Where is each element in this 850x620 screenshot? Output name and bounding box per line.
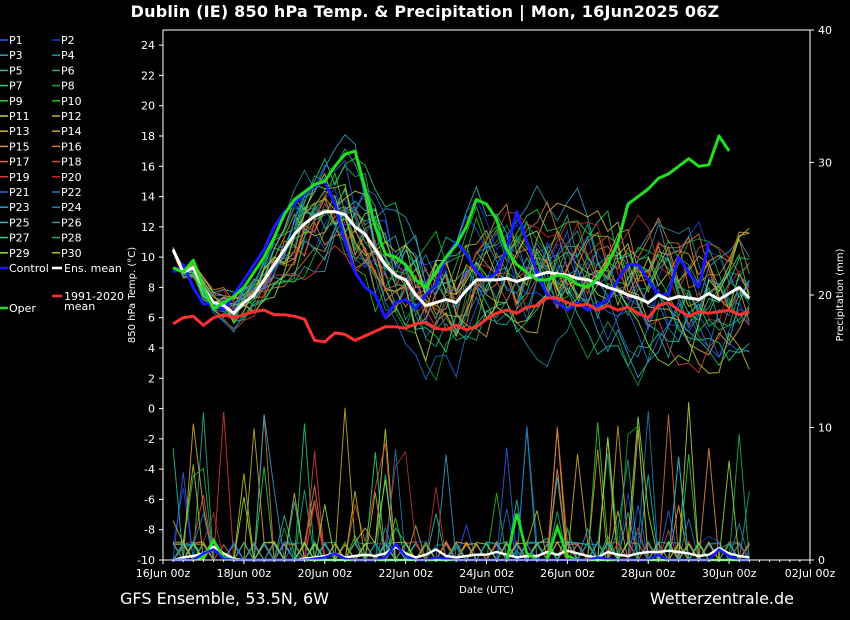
x-tick-label: 16Jun 00z [136,567,191,580]
legend-label-climate-mean-2: mean [64,300,95,313]
legend-label-p26: P26 [61,216,82,229]
legend-label-oper: Oper [9,302,36,315]
y2-tick-label: 0 [818,554,825,567]
y-tick-label: 24 [141,39,155,52]
legend-label-p10: P10 [61,95,82,108]
y2-tick-label: 20 [818,289,832,302]
member-line-p4 [172,169,750,368]
legend-label-p18: P18 [61,156,82,169]
y-tick-label: -6 [144,493,155,506]
precipitation-lines [172,401,750,562]
y2-axis-label: Precipitation (mm) [835,248,846,341]
member-line-p29 [172,183,750,367]
chart-title: Dublin (IE) 850 hPa Temp. & Precipitatio… [130,2,720,21]
x-tick-label: 24Jun 00z [459,567,514,580]
y-tick-label: 22 [141,69,155,82]
legend-label-p15: P15 [9,140,30,153]
legend: P1 P2 P3 P4 P5 P6 P7 P8 P9 P10 P11 P12 P13 P14 P15 P16 P… [0,34,124,315]
legend-label-p24: P24 [61,201,82,214]
y-tick-label: 2 [148,372,155,385]
legend-label-control: Control [9,262,49,275]
legend-label-p7: P7 [9,80,23,93]
x-tick-label: 20Jun 00z [298,567,353,580]
member-line-p22 [172,220,750,381]
y-tick-label: -8 [144,524,155,537]
legend-label-p23: P23 [9,201,30,214]
legend-label-p13: P13 [9,125,30,138]
member-line-p30 [172,198,750,374]
legend-label-p12: P12 [61,110,82,123]
legend-label-p6: P6 [61,64,75,77]
legend-label-p16: P16 [61,140,82,153]
y-tick-label: 20 [141,100,155,113]
x-tick-label: 28Jun 00z [621,567,676,580]
y-tick-label: -10 [137,554,155,567]
source-credit: Wetterzentrale.de [649,589,794,608]
legend-label-p8: P8 [61,80,75,93]
y-tick-label: 12 [141,221,155,234]
series-line-oper [172,134,731,311]
axes: -10-8-6-4-202468101214161820222401020304… [127,24,846,596]
legend-label-ens-mean: Ens. mean [64,262,122,275]
x-tick-label: 22Jun 00z [378,567,433,580]
legend-label-p21: P21 [9,186,30,199]
y-tick-label: 16 [141,160,155,173]
highlight-series [171,134,751,344]
legend-label-p3: P3 [9,49,23,62]
x-tick-label: 26Jun 00z [540,567,595,580]
series-line-1991-2020-mean [172,296,750,344]
legend-label-p30: P30 [61,247,82,260]
legend-label-p11: P11 [9,110,30,123]
x-axis-label: Date (UTC) [459,585,514,596]
legend-label-p28: P28 [61,232,82,245]
legend-label-p17: P17 [9,156,30,169]
legend-label-p29: P29 [9,247,30,260]
y-tick-label: -2 [144,433,155,446]
y-tick-label: 18 [141,130,155,143]
y-tick-label: 10 [141,251,155,264]
x-tick-label: 30Jun 00z [702,567,757,580]
x-tick-label: 02Jul 00z [785,567,836,580]
legend-label-p5: P5 [9,64,23,77]
model-info: GFS Ensemble, 53.5N, 6W [120,589,329,608]
y-tick-label: 0 [148,403,155,416]
y-tick-label: 8 [148,281,155,294]
member-line-p27 [172,194,750,354]
legend-label-climate-mean: 1991-2020 [64,290,124,303]
series-line-ens-mean [171,210,751,315]
y2-tick-label: 40 [818,24,832,37]
y-tick-label: 14 [141,191,155,204]
y-axis-label: 850 hPa Temp. (°C) [127,247,138,343]
member-line-p1 [172,188,750,333]
legend-label-p9: P9 [9,95,23,108]
y-tick-label: 4 [148,342,155,355]
legend-label-p19: P19 [9,171,30,184]
y-tick-label: 6 [148,312,155,325]
member-line-p19 [172,245,750,374]
ensemble-members [172,133,750,387]
legend-label-p22: P22 [61,186,82,199]
series-line-control [172,179,711,320]
legend-label-p25: P25 [9,216,30,229]
y-tick-label: -4 [144,463,155,476]
legend-label-p14: P14 [61,125,82,138]
member-line-p25 [172,185,750,343]
legend-label-p27: P27 [9,232,30,245]
legend-label-p1: P1 [9,34,23,47]
legend-label-p4: P4 [61,49,75,62]
legend-label-p2: P2 [61,34,75,47]
y2-tick-label: 30 [818,157,832,170]
legend-label-p20: P20 [61,171,82,184]
x-tick-label: 18Jun 00z [217,567,272,580]
y2-tick-label: 10 [818,422,832,435]
